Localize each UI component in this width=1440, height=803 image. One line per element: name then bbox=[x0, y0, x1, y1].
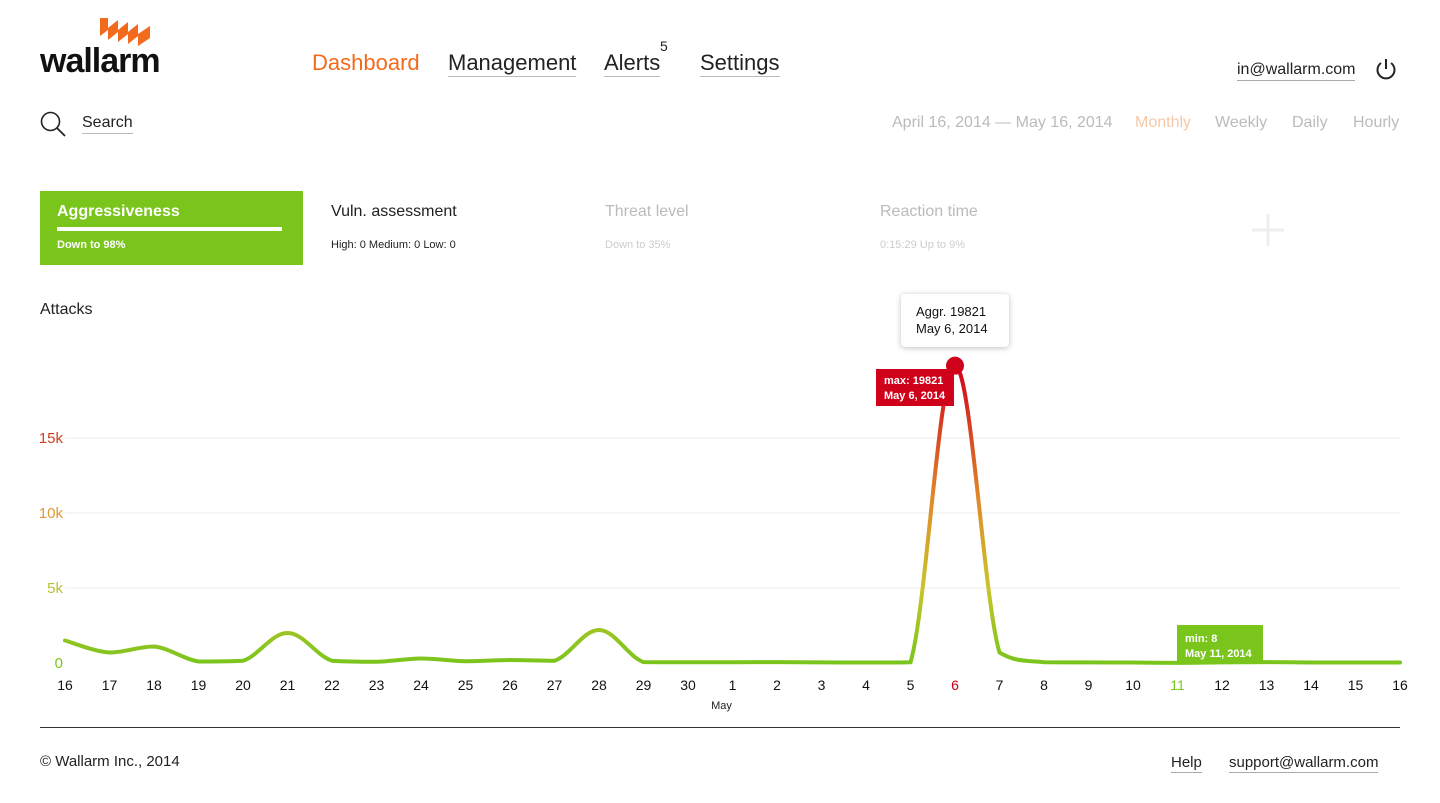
x-tick-label: 20 bbox=[235, 677, 251, 693]
y-tick-label: 15k bbox=[39, 430, 64, 447]
x-month-label: May bbox=[711, 700, 732, 712]
x-tick-label: 24 bbox=[413, 677, 429, 693]
nav-dashboard[interactable]: Dashboard bbox=[312, 50, 420, 75]
alerts-count-badge: 5 bbox=[660, 38, 668, 54]
period-daily[interactable]: Daily bbox=[1292, 114, 1328, 131]
y-tick-label: 10k bbox=[39, 505, 64, 522]
x-tick-label: 16 bbox=[1392, 677, 1408, 693]
logo-icon bbox=[100, 18, 150, 46]
nav-alerts[interactable]: Alerts bbox=[604, 50, 661, 77]
x-tick-label: 19 bbox=[191, 677, 207, 693]
x-tick-label: 6 bbox=[951, 677, 959, 693]
metric-title: Vuln. assessment bbox=[331, 203, 457, 220]
tooltip-line-1: Aggr. 19821 bbox=[916, 304, 987, 319]
chart-tooltip: Aggr. 19821 May 6, 2014 bbox=[901, 294, 1009, 347]
period-hourly[interactable]: Hourly bbox=[1353, 114, 1400, 131]
x-tick-label: 23 bbox=[369, 677, 385, 693]
x-tick-label: 22 bbox=[324, 677, 340, 693]
logo-wordmark: wallarm bbox=[40, 42, 161, 80]
metric-subtitle: Down to 35% bbox=[605, 239, 671, 251]
power-icon[interactable] bbox=[1375, 57, 1397, 81]
x-tick-label: 4 bbox=[862, 677, 870, 693]
period-monthly[interactable]: Monthly bbox=[1135, 114, 1192, 131]
metric-title: Reaction time bbox=[880, 203, 978, 220]
x-tick-label: 12 bbox=[1214, 677, 1230, 693]
help-link[interactable]: Help bbox=[1171, 754, 1202, 773]
min-date: May 11, 2014 bbox=[1185, 648, 1252, 660]
y-tick-label: 5k bbox=[47, 580, 63, 597]
metric-progress-bar bbox=[57, 227, 282, 231]
footer-divider bbox=[40, 727, 1400, 728]
min-label: min: 8 bbox=[1185, 633, 1218, 645]
attacks-series-line bbox=[63, 363, 1402, 665]
x-tick-label: 25 bbox=[458, 677, 474, 693]
x-tick-label: 1 bbox=[729, 677, 737, 693]
plus-icon[interactable] bbox=[1250, 212, 1286, 248]
x-tick-label: 17 bbox=[102, 677, 118, 693]
search-icon[interactable] bbox=[40, 111, 66, 137]
x-tick-label: 26 bbox=[502, 677, 518, 693]
copyright-text: © Wallarm Inc., 2014 bbox=[40, 753, 180, 770]
metric-card-reaction-time[interactable]: Reaction time 0:15:29 Up to 9% bbox=[863, 191, 1126, 265]
max-value-badge: max: 19821 May 6, 2014 bbox=[876, 369, 954, 406]
y-tick-label: 0 bbox=[55, 655, 63, 672]
x-tick-label: 15 bbox=[1348, 677, 1364, 693]
x-tick-label: 28 bbox=[591, 677, 607, 693]
chart-title: Attacks bbox=[40, 301, 93, 318]
max-date: May 6, 2014 bbox=[884, 390, 946, 402]
date-range-picker[interactable]: April 16, 2014 — May 16, 2014 bbox=[892, 114, 1113, 131]
x-tick-label: 11 bbox=[1170, 677, 1185, 693]
x-tick-label: 30 bbox=[680, 677, 696, 693]
wallarm-logo[interactable]: wallarm bbox=[40, 16, 161, 80]
x-tick-label: 8 bbox=[1040, 677, 1048, 693]
metric-card-threat-level[interactable]: Threat level Down to 35% bbox=[588, 191, 851, 265]
x-tick-label: 10 bbox=[1125, 677, 1141, 693]
metric-subtitle: High: 0 Medium: 0 Low: 0 bbox=[331, 239, 456, 251]
user-email-link[interactable]: in@wallarm.com bbox=[1237, 60, 1356, 81]
max-label: max: 19821 bbox=[884, 375, 944, 387]
x-tick-label: 21 bbox=[280, 677, 296, 693]
metric-title: Threat level bbox=[605, 203, 689, 220]
x-tick-label: 18 bbox=[146, 677, 162, 693]
min-value-badge: min: 8 May 11, 2014 bbox=[1177, 625, 1263, 663]
x-tick-label: 2 bbox=[773, 677, 781, 693]
tooltip-arrow bbox=[946, 346, 962, 354]
support-email-link[interactable]: support@wallarm.com bbox=[1229, 754, 1379, 773]
metric-card-aggressiveness[interactable]: Aggressiveness Down to 98% bbox=[40, 191, 303, 265]
nav-settings[interactable]: Settings bbox=[700, 50, 780, 77]
x-tick-label: 7 bbox=[996, 677, 1004, 693]
nav-management[interactable]: Management bbox=[448, 50, 577, 77]
x-tick-label: 14 bbox=[1303, 677, 1319, 693]
x-tick-label: 27 bbox=[547, 677, 563, 693]
tooltip-line-2: May 6, 2014 bbox=[916, 321, 988, 336]
search-input[interactable]: Search bbox=[82, 113, 133, 134]
x-tick-label: 13 bbox=[1259, 677, 1275, 693]
x-tick-label: 16 bbox=[57, 677, 73, 693]
metric-card-vuln-assessment[interactable]: Vuln. assessment High: 0 Medium: 0 Low: … bbox=[314, 191, 577, 265]
metric-subtitle: 0:15:29 Up to 9% bbox=[880, 239, 966, 251]
x-tick-label: 3 bbox=[818, 677, 826, 693]
metric-subtitle: Down to 98% bbox=[57, 239, 126, 251]
x-tick-label: 29 bbox=[636, 677, 652, 693]
x-tick-label: 5 bbox=[907, 677, 915, 693]
x-tick-label: 9 bbox=[1085, 677, 1093, 693]
metric-title: Aggressiveness bbox=[57, 203, 180, 220]
period-weekly[interactable]: Weekly bbox=[1215, 114, 1268, 131]
